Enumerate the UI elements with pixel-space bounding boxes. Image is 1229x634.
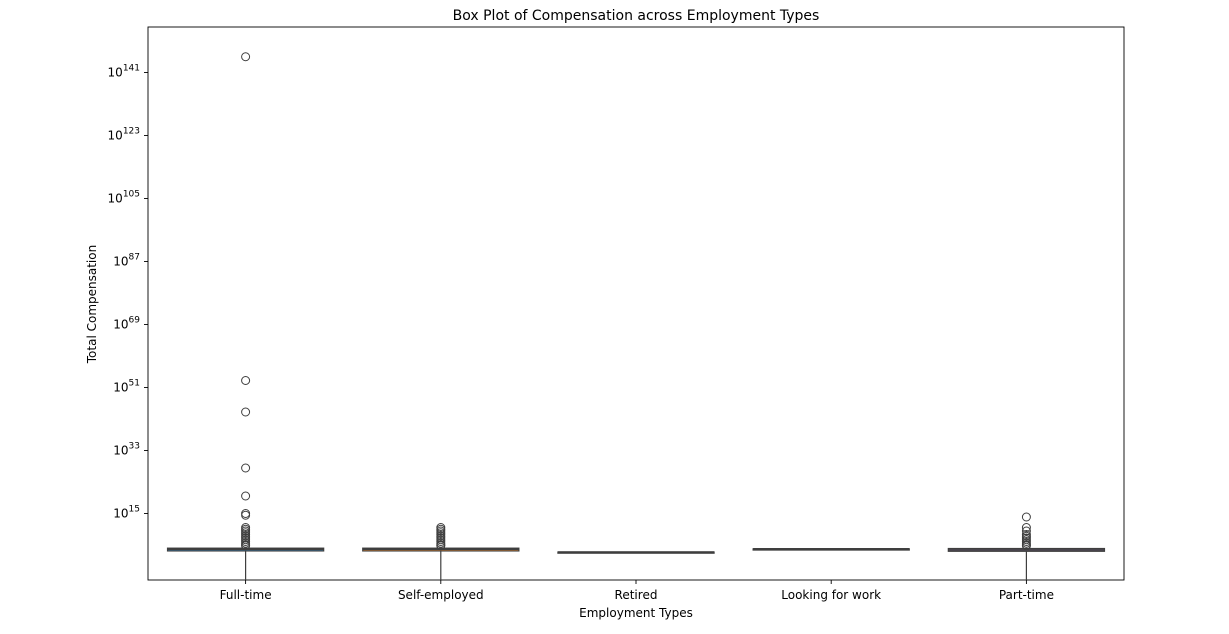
x-tick-label: Full-time (220, 588, 272, 602)
plot-frame (147, 26, 1125, 581)
outlier-point (436, 541, 446, 551)
outlier-point (241, 541, 251, 551)
outlier-point (241, 491, 251, 501)
x-tick-label: Self-employed (398, 588, 484, 602)
chart-title: Box Plot of Compensation across Employme… (453, 8, 820, 24)
outlier-point (1021, 541, 1031, 551)
x-tick-label: Part-time (999, 588, 1054, 602)
outlier-point (1021, 523, 1031, 532)
outlier-point (241, 407, 251, 417)
x-tick-label: Looking for work (781, 588, 881, 602)
x-axis-label: Employment Types (579, 606, 693, 620)
outlier-point (241, 376, 251, 385)
y-tick-label: 10105 (108, 190, 140, 206)
outlier-point (241, 509, 251, 518)
y-tick-label: 1069 (113, 316, 140, 332)
outlier-point (1021, 512, 1031, 522)
y-tick-label: 1051 (113, 379, 140, 395)
outlier-point (241, 463, 251, 473)
x-tick-label: Retired (615, 588, 658, 602)
y-tick-label: 10123 (108, 127, 140, 143)
y-tick-label: 1015 (113, 505, 140, 521)
y-axis-label: Total Compensation (85, 245, 99, 364)
y-tick-label: 10141 (108, 64, 140, 80)
plot-area: 10141 10123 10105 1087 1069 1051 1033 1015 Full-… (108, 26, 1125, 602)
outlier-point (241, 510, 251, 520)
outlier-point (1021, 526, 1031, 536)
y-tick-label: 1087 (113, 253, 140, 269)
outlier-point (241, 52, 251, 62)
y-tick-label: 1033 (113, 442, 140, 458)
